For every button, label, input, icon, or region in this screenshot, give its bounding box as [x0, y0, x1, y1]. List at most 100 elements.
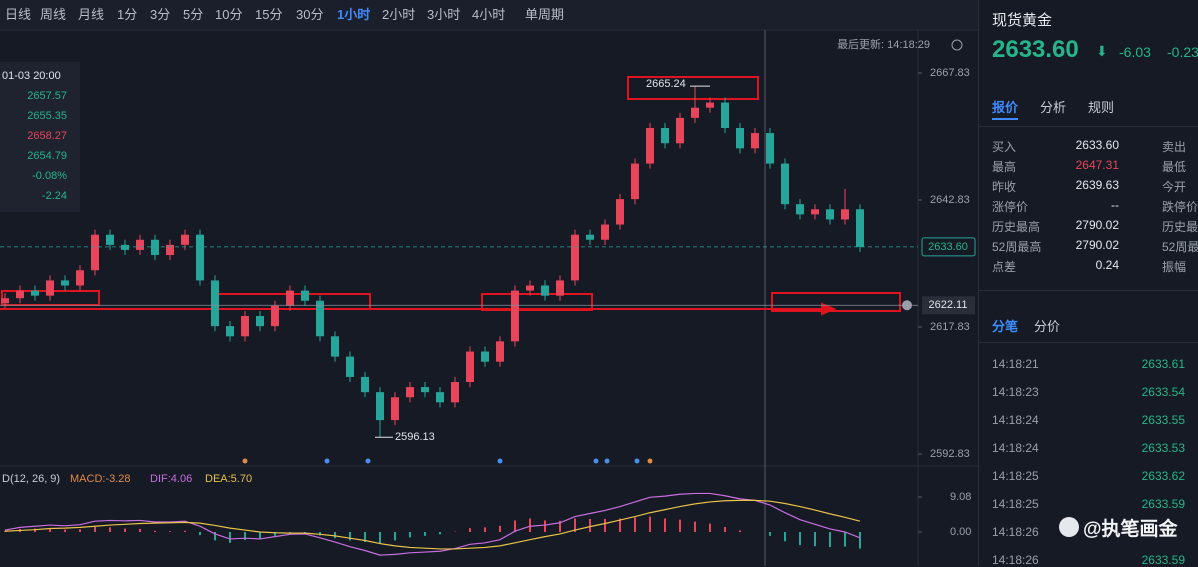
tick-price: 2633.59	[1141, 553, 1185, 567]
quote-label: 卖出	[1162, 140, 1187, 154]
macd-label: D(12, 26, 9)	[2, 473, 60, 485]
info-value: -2.24	[42, 190, 67, 202]
candle-body	[421, 387, 429, 393]
candle-body	[166, 244, 174, 256]
tick-time: 14:18:26	[992, 553, 1039, 567]
candle-body	[631, 163, 639, 200]
tick-price: 2633.62	[1141, 469, 1185, 483]
quote-label: 历史最	[1162, 220, 1198, 234]
quote-value: 2647.31	[1075, 158, 1119, 172]
candle-body	[226, 326, 234, 337]
macd-value: MACD:-3.28	[70, 473, 131, 485]
panel-tab[interactable]: 报价	[992, 100, 1019, 115]
tick-price: 2633.54	[1141, 385, 1185, 399]
tick-time: 14:18:21	[992, 357, 1039, 371]
watermark-icon	[1059, 517, 1079, 537]
candle-body	[61, 280, 69, 286]
panel-tab[interactable]: 规则	[1088, 100, 1115, 115]
y-tick-label: 0.00	[950, 526, 971, 538]
candle-body	[601, 224, 609, 240]
candle-body	[811, 209, 819, 215]
candle-body	[211, 280, 219, 327]
divider	[979, 342, 1198, 343]
candle-body	[481, 351, 489, 362]
timeframe-button[interactable]: 3小时	[427, 7, 461, 22]
candle-body	[16, 290, 24, 299]
timeframe-button[interactable]: 15分	[255, 7, 283, 22]
info-date: 01-03 20:00	[2, 70, 61, 82]
candle-body	[271, 305, 279, 327]
candle-body	[826, 209, 834, 220]
info-value: -0.08%	[32, 170, 67, 182]
panel-tab[interactable]: 分析	[1040, 100, 1067, 115]
line-price-label: 2622.11	[929, 299, 968, 311]
tick-tab[interactable]: 分价	[1034, 319, 1061, 334]
tick-time: 14:18:24	[992, 441, 1039, 455]
timeframe-button[interactable]: 周线	[40, 7, 67, 22]
y-tick-label: 2617.83	[930, 321, 970, 333]
candle-body	[661, 128, 669, 144]
candle-body	[91, 234, 99, 271]
tick-time: 14:18:25	[992, 469, 1039, 483]
candle-body	[571, 234, 579, 281]
current-price-box	[921, 237, 976, 257]
tick-time: 14:18:25	[992, 497, 1039, 511]
quote-value: 2633.60	[1075, 138, 1119, 152]
quote-label: 涨停价	[992, 200, 1029, 214]
quote-label: 52周最	[1162, 240, 1198, 254]
candle-body	[736, 128, 744, 149]
quote-label: 振幅	[1162, 260, 1187, 274]
quote-label: 历史最高	[992, 220, 1041, 234]
candle-body	[121, 244, 129, 250]
candle-body	[586, 234, 594, 240]
refresh-icon[interactable]	[951, 39, 963, 51]
quote-value: 2790.02	[1075, 238, 1119, 252]
timeframe-button[interactable]: 1小时	[337, 7, 371, 22]
candle-body	[241, 315, 249, 337]
candle-body	[196, 234, 204, 281]
panel-change-pct: -0.23	[1167, 44, 1198, 60]
candle-body	[616, 199, 624, 225]
divider	[979, 290, 1198, 291]
candle-body	[511, 290, 519, 342]
high-note: 2665.24	[646, 78, 686, 90]
y-tick-label: 2667.83	[930, 67, 970, 79]
candle-body	[136, 239, 144, 250]
current-price-label: 2633.60	[928, 241, 968, 253]
candle-body	[526, 285, 534, 291]
tab-underline	[992, 118, 1018, 120]
low-note: 2596.13	[395, 431, 435, 443]
timeframe-button[interactable]: 10分	[215, 7, 243, 22]
candle-body	[706, 102, 714, 108]
candle-body	[766, 133, 774, 164]
candle-body	[181, 234, 189, 245]
candle-body	[406, 387, 414, 398]
timeframe-button[interactable]: 2小时	[382, 7, 416, 22]
dea-line	[4, 499, 861, 550]
candle-body	[331, 336, 339, 357]
quote-label: 最低	[1162, 160, 1187, 174]
timeframe-button[interactable]: 1分	[117, 7, 138, 22]
quote-label: 点差	[992, 260, 1017, 274]
candle-body	[541, 285, 549, 296]
quote-label: 跌停价	[1162, 200, 1198, 214]
candle-body	[256, 315, 264, 327]
candle-body	[106, 234, 114, 245]
timeframe-button[interactable]: 日线	[5, 7, 32, 22]
tick-price: 2633.53	[1141, 441, 1185, 455]
panel-title: 现货黄金	[992, 12, 1053, 29]
timeframe-button[interactable]: 30分	[296, 7, 324, 22]
quote-label: 买入	[992, 140, 1017, 154]
chart: 最后更新: 14:18:29 01-03 20:00 D(12, 26, 9) …	[0, 0, 978, 566]
timeframe-button[interactable]: 月线	[78, 7, 105, 22]
period-mode[interactable]: 单周期	[525, 7, 565, 22]
candle-body	[316, 300, 324, 337]
timeframe-button[interactable]: 5分	[183, 7, 204, 22]
toolbar-bg	[0, 0, 978, 30]
tick-time: 14:18:26	[992, 525, 1039, 539]
timeframe-button[interactable]: 3分	[150, 7, 171, 22]
timeframe-button[interactable]: 4小时	[472, 7, 506, 22]
candle-body	[841, 209, 849, 220]
tick-tab[interactable]: 分笔	[992, 319, 1019, 334]
